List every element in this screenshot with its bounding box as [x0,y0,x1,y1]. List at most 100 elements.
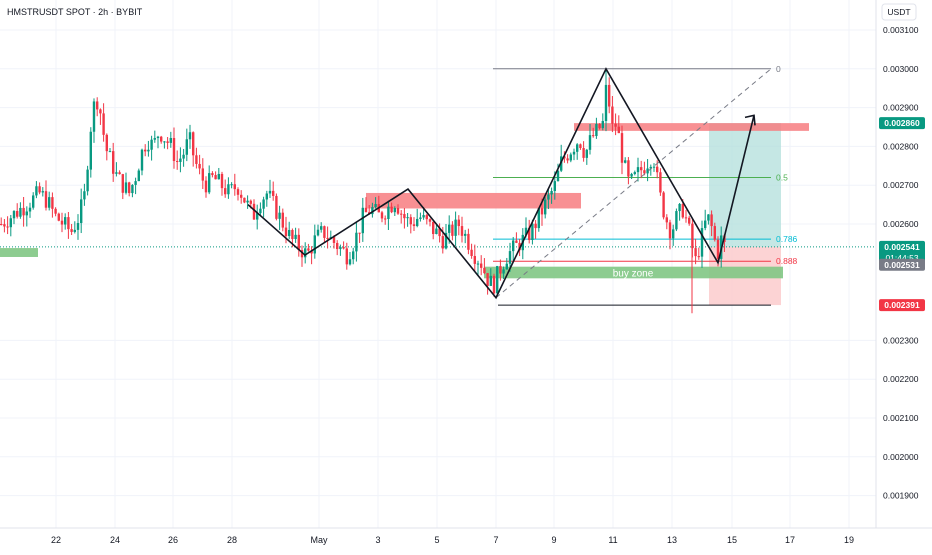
candle-body [166,141,169,143]
candle-body [307,248,310,251]
previous-close-label-bg [879,258,925,271]
candle-body [390,206,393,213]
candle-body [528,227,531,240]
candle-body [540,208,544,215]
candle-body [467,233,470,250]
candles [0,68,726,314]
target-price-label: 0.002860 [884,118,920,128]
candle-body [425,215,428,220]
candle-body [662,192,665,218]
candle-body [35,186,38,196]
candle-body [569,154,572,161]
candle-body [588,135,592,150]
candle-body [476,263,480,265]
candle-body [217,173,220,180]
price-tick-label: 0.002900 [883,103,919,113]
candle-body [70,229,73,232]
candle-body [508,251,512,264]
candle-body [38,186,41,193]
candle-body [489,275,492,286]
candle-body [384,218,387,220]
candle-body [646,168,649,174]
candle-body [355,232,358,252]
candle-body [147,149,150,152]
candle-body [185,139,188,155]
grid [0,0,876,528]
candle-body [400,213,403,215]
candle-body [576,144,579,152]
price-tick-label: 0.002300 [883,335,919,345]
stop-price-label-bg [879,299,925,312]
time-tick-label: May [310,535,328,545]
candle-body [332,236,336,243]
buy-zone-box [484,266,783,279]
candle-body [198,163,201,169]
candle-body [620,133,624,163]
candle-body [396,208,400,214]
candle-body [707,214,710,221]
candle-body [608,84,611,107]
candle-body [92,101,96,132]
time-tick-label: 9 [551,535,556,545]
candle-body [169,138,172,143]
pattern-lines [247,67,772,300]
price-tick-label: 0.002000 [883,452,919,462]
candle-body [582,148,585,158]
candle-body [294,234,297,240]
candle-body [470,249,473,257]
candle-body [688,217,691,224]
candle-body [9,218,12,228]
candle-body [275,195,278,219]
candle-body [288,230,291,237]
candle-body [566,158,569,161]
candle-body [598,123,601,129]
candle-body [684,217,688,219]
candle-body [12,211,16,219]
stop-price-label: 0.002391 [884,300,920,310]
candle-body [256,213,259,220]
time-tick-label: 28 [227,535,237,545]
candle-body [201,168,204,181]
candle-body [492,275,496,294]
candle-body [380,212,384,219]
fib-trend-line [495,68,772,299]
candle-body [441,236,444,249]
candle-body [339,247,342,250]
candle-body [112,151,115,174]
time-tick-label: 7 [493,535,498,545]
candle-body [342,247,345,249]
price-tick-label: 0.003100 [883,25,919,35]
candle-body [640,167,643,171]
zones: buy zone [0,123,809,306]
currency-button-label[interactable]: USDT [887,7,910,17]
currency-button[interactable] [881,3,917,21]
candle-body [387,206,390,220]
target-price-label-bg [879,117,925,130]
candle-body [681,203,684,218]
previous-close-label: 0.002531 [884,260,920,270]
candle-body [544,199,547,215]
candle-body [86,169,89,192]
candle-body [393,208,396,213]
candle-body [403,214,406,219]
candle-body [48,197,51,208]
price-tick-label: 0.002200 [883,374,919,384]
candle-body [592,135,595,137]
candle-body [595,123,598,137]
candle-body [515,240,518,243]
candle-body [547,194,550,200]
candle-body [153,138,156,140]
candle-body [518,242,521,251]
candle-body [563,156,566,159]
candle-body [348,259,352,265]
candle-body [25,211,28,216]
candle-body [643,170,646,174]
fib-label-0: 0 [776,64,781,74]
time-axis-ticks: 22 24 26 28 May 3 5 7 9 11 13 15 17 19 [51,535,854,545]
candle-body [105,134,108,152]
candle-body [214,175,217,180]
price-axis-ticks: 0.003100 0.003000 0.002900 0.002800 0.002700… [883,25,919,501]
fib-label-0.786: 0.786 [776,234,798,244]
